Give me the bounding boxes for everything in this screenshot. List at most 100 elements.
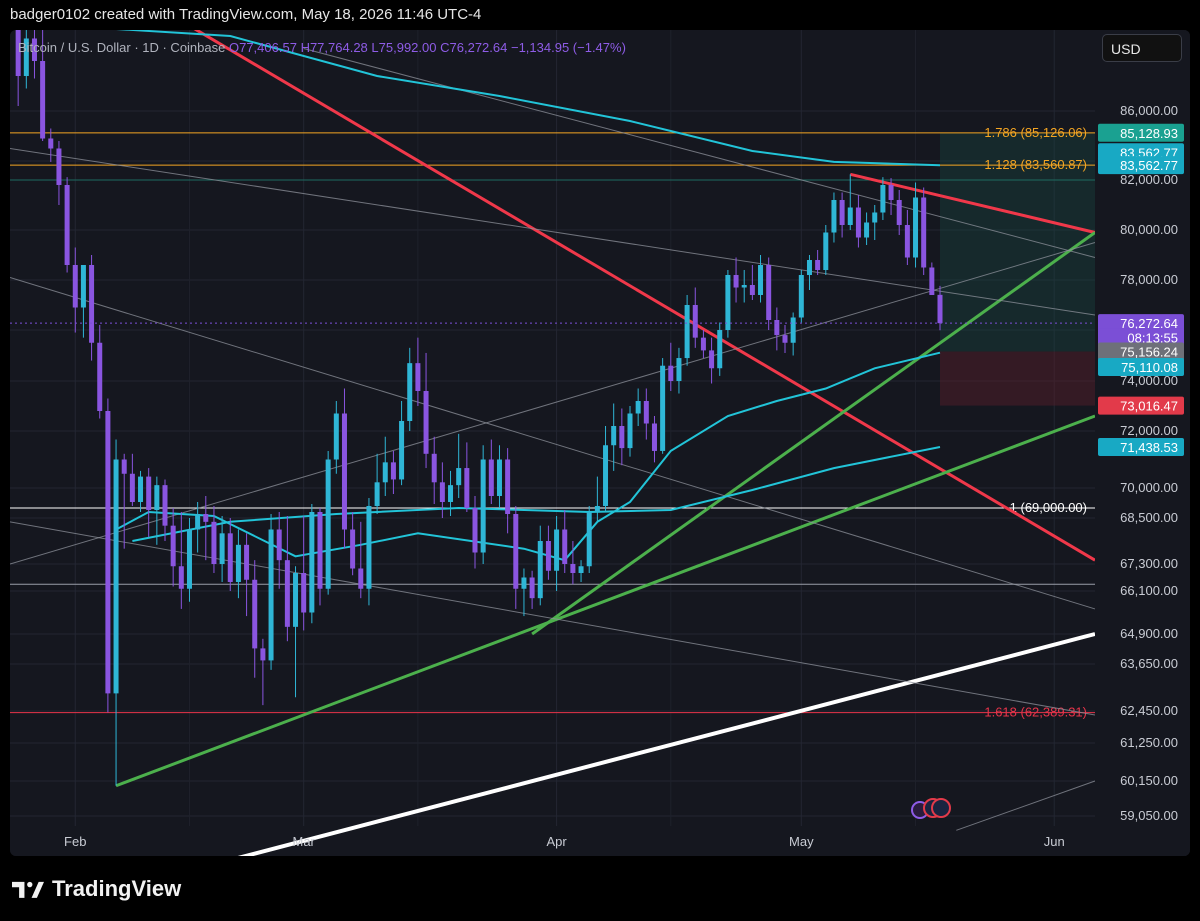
trendline-gray-3	[303, 48, 1096, 258]
candle-body	[839, 200, 845, 225]
candle-body	[80, 265, 86, 308]
price-tick-label: 62,450.00	[1120, 703, 1178, 718]
trendline-white-support	[237, 632, 1096, 856]
symbol-title: Bitcoin / U.S. Dollar · 1D · Coinbase	[18, 40, 226, 55]
candle-body	[162, 485, 168, 526]
price-tag-label: 75,156.24	[1120, 345, 1178, 360]
legend-change: −1,134.95 (−1.47%)	[510, 40, 626, 55]
candle-body	[488, 459, 494, 496]
price-tick-label: 86,000.00	[1120, 103, 1178, 118]
price-tick-label: 80,000.00	[1120, 222, 1178, 237]
price-tag	[1098, 438, 1184, 457]
candle-body	[929, 267, 935, 295]
candle-body	[570, 564, 576, 573]
price-tag	[1098, 357, 1184, 376]
price-tick-label: 63,650.00	[1120, 656, 1178, 671]
tradingview-logo: TradingView	[12, 876, 181, 902]
candle-body	[268, 529, 274, 661]
candle-body	[847, 207, 853, 225]
candle-body	[227, 533, 233, 582]
candle-body	[350, 529, 356, 569]
candle-body	[611, 426, 617, 446]
price-tag	[1098, 396, 1184, 415]
chart-panel[interactable]: 1.786 (85,126.06) 1.128 (83,560.87) 1 (69,…	[10, 30, 1190, 856]
candle-body	[195, 514, 201, 530]
candle-body	[129, 473, 135, 502]
candle-body	[537, 541, 543, 599]
moving-average-line	[116, 30, 941, 167]
level-label: 1 (69,000.00)	[1010, 500, 1087, 515]
candle-body	[521, 577, 527, 589]
candle-body	[578, 566, 584, 573]
candle-body	[382, 462, 388, 483]
candle-body	[23, 38, 29, 76]
candles[interactable]	[10, 30, 1095, 786]
candle-body	[374, 482, 380, 506]
candle-body	[219, 533, 225, 564]
candle-body	[235, 544, 241, 582]
price-chart[interactable]: 1.786 (85,126.06) 1.128 (83,560.87) 1 (69,…	[10, 30, 1190, 856]
candle-body	[831, 200, 837, 233]
candle-body	[806, 260, 812, 275]
grid-lines	[10, 30, 1190, 856]
price-tag	[1098, 314, 1184, 333]
candle-body	[358, 568, 364, 589]
candle-body	[431, 453, 437, 483]
candle-body	[815, 260, 821, 270]
price-labels: 85,128.9383,562.7783,562.7776,272.6408:1…	[1098, 123, 1184, 457]
legend-open: O77,406.57	[228, 40, 297, 55]
candle-body	[276, 529, 282, 561]
candle-body	[260, 648, 266, 661]
candle-body	[913, 197, 919, 258]
candle-body	[896, 200, 902, 225]
price-tag	[1098, 156, 1184, 175]
candle-body	[146, 476, 152, 510]
candle-body	[643, 401, 649, 424]
candle-body	[880, 185, 886, 213]
currency-button[interactable]: USD	[1102, 34, 1182, 62]
trendline-gray-2	[10, 242, 1096, 565]
candle-body	[178, 566, 184, 589]
candle-body	[749, 285, 755, 295]
candle-body	[774, 320, 780, 336]
price-tick-label: 70,000.00	[1120, 480, 1178, 495]
candle-body	[407, 363, 413, 421]
price-tag-label: 75,110.08	[1121, 360, 1178, 375]
plot-background	[10, 30, 1190, 856]
trendline-gray-1	[10, 277, 1096, 610]
candle-body	[186, 529, 192, 589]
price-tag-label: 83,562.77	[1120, 158, 1178, 173]
symbol-legend: Bitcoin / U.S. Dollar · 1D · Coinbase O7…	[18, 40, 626, 55]
price-tag	[1098, 342, 1184, 361]
candle-body	[921, 197, 927, 268]
candle-body	[937, 294, 943, 324]
candle-body	[586, 512, 592, 567]
candle-body	[864, 222, 870, 238]
moving-average-line	[115, 351, 941, 562]
candle-body	[138, 476, 144, 502]
price-tag	[1098, 328, 1184, 347]
price-tick-label: 74,000.00	[1120, 373, 1178, 388]
candle-body	[888, 185, 894, 200]
candle-body	[554, 529, 560, 571]
candle-body	[725, 275, 731, 330]
candle-body	[766, 265, 772, 320]
candle-body	[823, 232, 829, 270]
author-caption: badger0102 created with TradingView.com,…	[10, 6, 482, 23]
legend-close: C76,272.64	[440, 40, 508, 55]
candle-body	[105, 411, 111, 694]
price-tag	[1098, 123, 1184, 142]
time-tick-label: May	[789, 834, 814, 849]
trendline-green-low	[115, 414, 1096, 788]
level-label: 1.786 (85,126.06)	[984, 125, 1087, 140]
candle-body	[798, 275, 804, 318]
candle-body	[252, 579, 258, 649]
candle-body	[390, 462, 396, 480]
event-icons[interactable]	[911, 798, 951, 819]
candle-body	[790, 317, 796, 343]
candle-body	[676, 358, 682, 381]
profit-zone	[940, 132, 1095, 352]
candle-body	[733, 275, 739, 288]
candle-body	[72, 265, 78, 308]
